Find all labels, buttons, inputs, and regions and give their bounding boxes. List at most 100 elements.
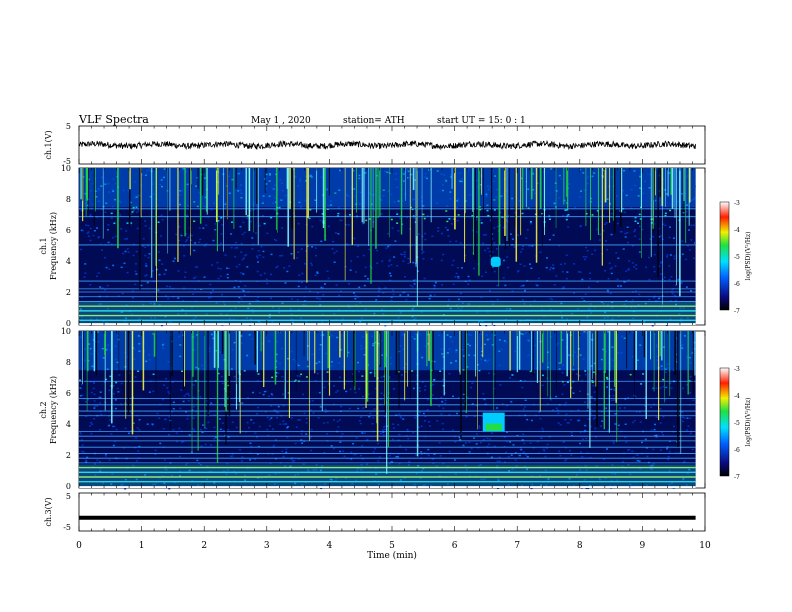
- spectrogram-speckle: [305, 433, 308, 435]
- spectrogram-speckle: [459, 308, 462, 311]
- spectrogram-speckle: [307, 469, 310, 471]
- spectrogram-speckle: [398, 462, 401, 465]
- spectrogram-speckle: [616, 479, 619, 482]
- spectrogram-speckle: [137, 450, 140, 452]
- spectrogram-speckle: [80, 383, 83, 386]
- time-tick-label: 8: [577, 541, 583, 551]
- spectrogram-speckle: [213, 482, 216, 484]
- spectrogram-speckle: [79, 379, 82, 381]
- spectrogram-speckle: [355, 479, 358, 482]
- spectrogram-speckle: [105, 322, 108, 324]
- spectrogram-speckle: [271, 453, 274, 455]
- spectrogram-speckle: [631, 450, 634, 453]
- ch2-colorbar: [719, 367, 730, 477]
- spectrogram-speckle: [201, 431, 204, 434]
- spectrogram-speckle: [185, 240, 188, 243]
- spectrogram-speckle: [350, 458, 353, 460]
- spectrogram-speckle: [220, 233, 223, 235]
- spectrogram-speckle: [668, 469, 671, 472]
- spectrogram-speckle: [277, 405, 280, 408]
- spectrogram-speckle: [167, 433, 170, 436]
- spectrogram-speckle: [567, 214, 570, 216]
- spectrogram-speckle: [114, 235, 117, 238]
- spectrogram-speckle: [406, 430, 409, 432]
- spectrogram-speckle: [321, 313, 324, 316]
- spectrogram-speckle: [266, 428, 269, 431]
- spectrogram-speckle: [124, 238, 127, 240]
- spectrogram-speckle: [301, 272, 304, 275]
- spectrogram-speckle: [523, 442, 526, 445]
- spectrogram-speckle: [340, 290, 343, 292]
- spectrogram-speckle: [347, 224, 350, 226]
- spectrogram-speckle: [530, 267, 533, 270]
- spectrogram-speckle: [339, 219, 342, 222]
- spectrogram-speckle: [659, 422, 662, 424]
- spectrogram-speckle: [672, 369, 675, 372]
- spectrogram-speckle: [181, 300, 184, 302]
- spectrogram-speckle: [444, 226, 447, 229]
- spectrogram-speckle: [113, 222, 116, 225]
- spectrogram-speckle: [686, 472, 689, 475]
- spectrogram-speckle: [689, 376, 692, 378]
- spectrogram-speckle: [92, 382, 95, 384]
- spectrogram-speckle: [506, 266, 509, 269]
- spectrogram-speckle: [106, 284, 109, 287]
- spectrogram-speckle: [610, 388, 613, 391]
- time-tick-label: 0: [76, 541, 82, 551]
- spectrogram-speckle: [601, 420, 604, 422]
- spectrogram-speckle: [612, 395, 615, 397]
- spectrogram-speckle: [570, 434, 573, 437]
- emission-feature: [490, 256, 501, 267]
- spectrogram-speckle: [586, 249, 589, 252]
- spectrogram-speckle: [260, 245, 263, 248]
- spectrogram-speckle: [634, 228, 637, 231]
- spectrogram-speckle: [201, 424, 204, 426]
- spectrogram-speckle: [498, 460, 501, 463]
- spectrogram-speckle: [371, 422, 374, 425]
- spectrogram-speckle: [524, 399, 527, 402]
- spectrogram-speckle: [603, 223, 606, 225]
- spectrogram-speckle: [565, 413, 568, 416]
- spectrogram-speckle: [402, 418, 405, 420]
- spectrogram-speckle: [589, 408, 592, 410]
- spectrogram-speckle: [231, 455, 234, 457]
- spectrogram-speckle: [99, 460, 102, 463]
- spectrogram-speckle: [326, 208, 329, 210]
- spectrogram-speckle: [361, 432, 364, 434]
- spectrogram-speckle: [459, 438, 462, 441]
- spectrogram-speckle: [180, 389, 183, 391]
- spectrogram-speckle: [564, 209, 567, 211]
- spectrogram-speckle: [341, 433, 344, 435]
- spectrogram-speckle: [297, 419, 300, 421]
- spectrogram-speckle: [691, 448, 694, 451]
- spectrogram-speckle: [479, 463, 482, 466]
- spectrogram-speckle: [235, 472, 238, 475]
- spectrogram-speckle: [541, 427, 544, 430]
- spectrogram-speckle: [242, 290, 245, 292]
- spectrogram-speckle: [144, 275, 147, 277]
- spectrogram-speckle: [188, 469, 191, 472]
- spectrogram-speckle: [183, 255, 186, 257]
- spectrogram-speckle: [510, 401, 513, 403]
- spectrogram-speckle: [234, 255, 237, 258]
- spectrogram-speckle: [185, 312, 188, 315]
- spectrogram-speckle: [349, 269, 352, 271]
- spectrogram-speckle: [387, 232, 390, 235]
- spectrogram-speckle: [537, 277, 540, 280]
- spectrogram-speckle: [268, 316, 271, 318]
- spectrogram-speckle: [210, 444, 213, 446]
- spectrogram-speckle: [154, 453, 157, 456]
- spectrogram-speckle: [306, 245, 309, 247]
- spectrogram-speckle: [112, 425, 115, 428]
- spectrogram-speckle: [333, 313, 336, 315]
- spectrogram-speckle: [633, 394, 636, 397]
- spectrogram-speckle: [315, 254, 318, 257]
- spectrogram-speckle: [271, 428, 274, 430]
- spectrogram-speckle: [319, 304, 322, 306]
- spectrogram-speckle: [177, 313, 180, 316]
- spectrogram-speckle: [290, 253, 293, 255]
- spectrogram-speckle: [150, 276, 153, 279]
- spectrogram-speckle: [330, 445, 333, 447]
- spectrogram-speckle: [146, 244, 149, 247]
- spectrogram-speckle: [375, 473, 378, 475]
